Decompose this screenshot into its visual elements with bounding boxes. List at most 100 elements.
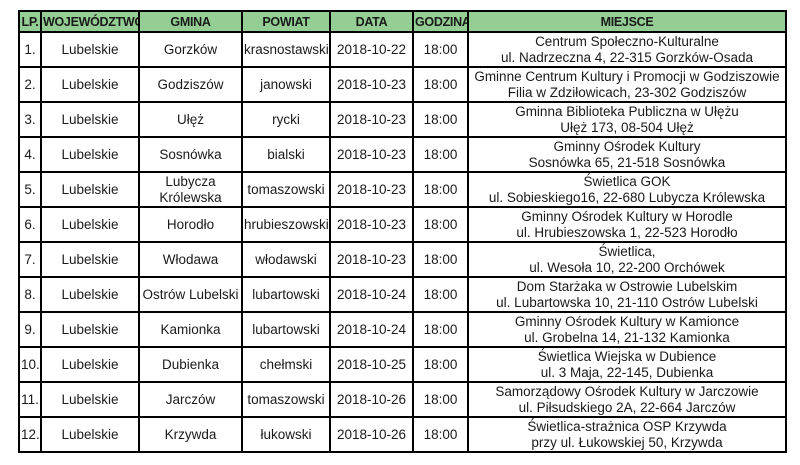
miejsce-cell: Gminny Ośrodek Kultury w Kamionce ul. Gr… [467, 311, 787, 348]
powiat-cell: tomaszowski [241, 171, 331, 208]
data-cell: 2018-10-26 [329, 381, 414, 418]
miejsce-line1: Gminna Biblioteka Publiczna w Ułężu [515, 103, 739, 119]
table-row: 6. Lubelskie Horodło hrubieszowski 2018-… [18, 206, 787, 243]
godzina-cell: 18:00 [412, 276, 469, 313]
lp-cell: 2. [18, 66, 42, 103]
powiat-cell: hrubieszowski [241, 206, 331, 243]
miejsce-line1: Gminne Centrum Kultury i Promocji w Godz… [474, 68, 780, 84]
miejsce-cell: Gminny Ośrodek Kultury Sosnówka 65, 21-5… [467, 136, 787, 173]
miejsce-cell: Świetlica GOK ul. Sobieskiego16, 22-680 … [467, 171, 787, 208]
miejsce-cell: Centrum Społeczno-Kulturalne ul. Nadrzec… [467, 31, 787, 68]
gmina-cell: Włodawa [138, 241, 243, 278]
powiat-cell: tomaszowski [241, 381, 331, 418]
godzina-cell: 18:00 [412, 66, 469, 103]
lp-cell: 12. [18, 416, 42, 453]
wojewodztwo-cell: Lubelskie [40, 206, 140, 243]
miejsce-line1: Świetlica-strażnica OSP Krzywda [527, 418, 727, 434]
miejsce-line1: Gminny Ośrodek Kultury w Horodle [521, 208, 733, 224]
data-cell: 2018-10-26 [329, 416, 414, 453]
godzina-cell: 18:00 [412, 101, 469, 138]
gmina-cell: Ułęż [138, 101, 243, 138]
wojewodztwo-cell: Lubelskie [40, 241, 140, 278]
header-miejsce: MIEJSCE [467, 10, 787, 33]
miejsce-cell: Gminne Centrum Kultury i Promocji w Godz… [467, 66, 787, 103]
gmina-cell: Gorzków [138, 31, 243, 68]
gmina-cell: Lubycza Królewska [138, 171, 243, 208]
lp-cell: 4. [18, 136, 42, 173]
powiat-cell: bialski [241, 136, 331, 173]
wojewodztwo-cell: Lubelskie [40, 31, 140, 68]
wojewodztwo-cell: Lubelskie [40, 416, 140, 453]
table-row: 7. Lubelskie Włodawa włodawski 2018-10-2… [18, 241, 787, 278]
header-powiat: POWIAT [241, 10, 331, 33]
powiat-cell: krasnostawski [241, 31, 331, 68]
data-cell: 2018-10-23 [329, 171, 414, 208]
powiat-cell: łukowski [241, 416, 331, 453]
table-row: 1. Lubelskie Gorzków krasnostawski 2018-… [18, 31, 787, 68]
table-header: LP. WOJEWÓDZTWO GMINA POWIAT DATA GODZIN… [18, 10, 787, 33]
godzina-cell: 18:00 [412, 31, 469, 68]
table-row: 2. Lubelskie Godziszów janowski 2018-10-… [18, 66, 787, 103]
data-cell: 2018-10-22 [329, 31, 414, 68]
table-row: 3. Lubelskie Ułęż rycki 2018-10-23 18:00… [18, 101, 787, 138]
miejsce-line1: Gminny Ośrodek Kultury [553, 138, 701, 154]
powiat-cell: janowski [241, 66, 331, 103]
data-cell: 2018-10-23 [329, 101, 414, 138]
miejsce-line2: Ułęż 173, 08-504 Ułęż [560, 119, 694, 135]
miejsce-cell: Świetlica-strażnica OSP Krzywda przy ul.… [467, 416, 787, 453]
gmina-cell: Godziszów [138, 66, 243, 103]
header-wojewodztwo: WOJEWÓDZTWO [40, 10, 140, 33]
data-cell: 2018-10-23 [329, 66, 414, 103]
godzina-cell: 18:00 [412, 241, 469, 278]
miejsce-cell: Świetlica, ul. Wesoła 10, 22-200 Orchówe… [467, 241, 787, 278]
miejsce-line1: Świetlica Wiejska w Dubience [537, 348, 717, 364]
wojewodztwo-cell: Lubelskie [40, 66, 140, 103]
table-row: 8. Lubelskie Ostrów Lubelski lubartowski… [18, 276, 787, 313]
lp-cell: 1. [18, 31, 42, 68]
data-cell: 2018-10-24 [329, 276, 414, 313]
miejsce-cell: Dom Starżaka w Ostrowie Lubelskim ul. Lu… [467, 276, 787, 313]
lp-cell: 6. [18, 206, 42, 243]
lp-cell: 9. [18, 311, 42, 348]
table-row: 10. Lubelskie Dubienka chełmski 2018-10-… [18, 346, 787, 383]
miejsce-line2: ul. 3 Maja, 22-145, Dubienka [540, 364, 714, 380]
header-godzina: GODZINA [412, 10, 469, 33]
powiat-cell: włodawski [241, 241, 331, 278]
lp-cell: 7. [18, 241, 42, 278]
gmina-cell: Ostrów Lubelski [138, 276, 243, 313]
wojewodztwo-cell: Lubelskie [40, 101, 140, 138]
gmina-cell: Dubienka [138, 346, 243, 383]
miejsce-line2: ul. Grobelna 14, 21-132 Kamionka [524, 329, 730, 345]
header-lp: LP. [18, 10, 42, 33]
miejsce-line1: Świetlica GOK [583, 173, 671, 189]
gmina-cell: Kamionka [138, 311, 243, 348]
godzina-cell: 18:00 [412, 136, 469, 173]
lp-cell: 10. [18, 346, 42, 383]
lp-cell: 3. [18, 101, 42, 138]
table-row: 11. Lubelskie Jarczów tomaszowski 2018-1… [18, 381, 787, 418]
miejsce-line1: Samorządowy Ośrodek Kultury w Jarczowie [495, 383, 759, 399]
miejsce-line2: Sosnówka 65, 21-518 Sosnówka [528, 154, 726, 170]
miejsce-line2: przy ul. Łukowskiej 50, Krzywda [531, 434, 723, 450]
powiat-cell: lubartowski [241, 311, 331, 348]
wojewodztwo-cell: Lubelskie [40, 346, 140, 383]
header-row: LP. WOJEWÓDZTWO GMINA POWIAT DATA GODZIN… [18, 10, 787, 33]
wojewodztwo-cell: Lubelskie [40, 136, 140, 173]
miejsce-line2: ul. Hrubieszowska 1, 22-523 Horodło [516, 224, 738, 240]
godzina-cell: 18:00 [412, 206, 469, 243]
miejsce-line2: Filia w Zdziłowicach, 23-302 Godziszów [507, 84, 747, 100]
gmina-cell: Sosnówka [138, 136, 243, 173]
miejsce-line2: ul. Nadrzeczna 4, 22-315 Gorzków-Osada [500, 49, 754, 65]
powiat-cell: chełmski [241, 346, 331, 383]
data-cell: 2018-10-23 [329, 241, 414, 278]
data-cell: 2018-10-23 [329, 206, 414, 243]
data-cell: 2018-10-23 [329, 136, 414, 173]
header-gmina: GMINA [138, 10, 243, 33]
header-data: DATA [329, 10, 414, 33]
lp-cell: 8. [18, 276, 42, 313]
table-row: 5. Lubelskie Lubycza Królewska tomaszows… [18, 171, 787, 208]
godzina-cell: 18:00 [412, 346, 469, 383]
table-body: 1. Lubelskie Gorzków krasnostawski 2018-… [18, 31, 787, 453]
gmina-cell: Jarczów [138, 381, 243, 418]
miejsce-line1: Dom Starżaka w Ostrowie Lubelskim [516, 278, 738, 294]
